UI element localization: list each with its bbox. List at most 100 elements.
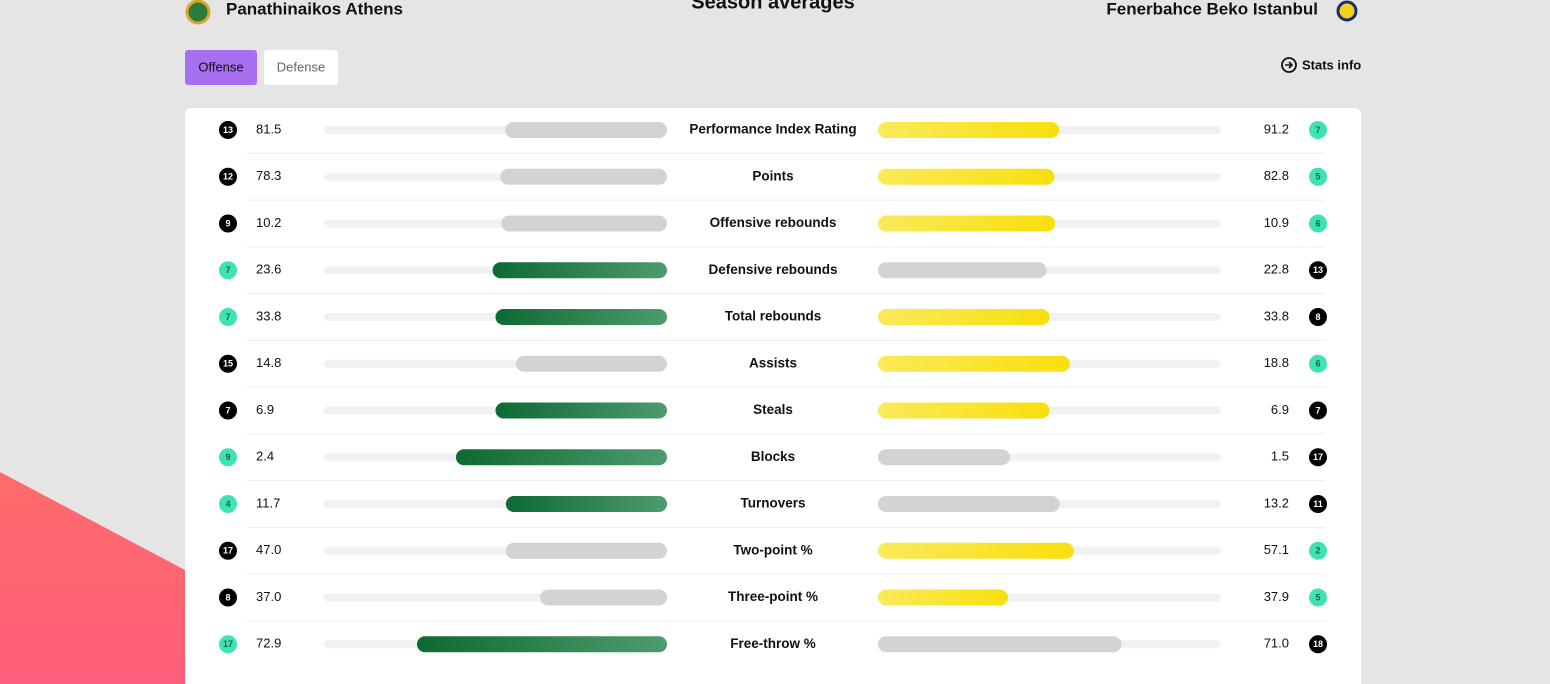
away-value: 13.2 (1264, 495, 1289, 510)
home-value: 23.6 (256, 262, 281, 277)
rank-number: 17 (1313, 452, 1323, 462)
away-bar (878, 542, 1074, 559)
rank-badge (219, 495, 237, 513)
away-bar (878, 355, 1070, 372)
stat-label: Defensive rebounds (708, 262, 837, 277)
rank-badge (219, 261, 237, 280)
info-icon[interactable] (1281, 57, 1297, 73)
away-team: Fenerbahce Beko Istanbul (1106, 0, 1318, 18)
rank-number: 7 (225, 265, 230, 275)
rank-badge (219, 354, 237, 373)
stat-label: Blocks (751, 449, 795, 464)
home-bar (505, 542, 667, 559)
rank-number: 7 (1315, 405, 1320, 415)
home-value: 47.0 (256, 542, 281, 557)
home-bar (495, 309, 667, 325)
away-value: 1.5 (1271, 449, 1289, 464)
rank-badge (219, 635, 237, 654)
stat-label: Two-point % (733, 542, 812, 557)
section-title: Season averages (691, 0, 854, 13)
home-value: 6.9 (256, 402, 274, 417)
rank-badge (219, 448, 237, 467)
home-logo (185, 0, 211, 25)
stat-label: Assists (749, 355, 797, 370)
rank-number: 4 (225, 499, 230, 509)
stat-label: Performance Index Rating (689, 122, 856, 137)
rank-number: 6 (1315, 359, 1320, 369)
away-value: 57.1 (1264, 542, 1289, 557)
home-value: 37.0 (256, 589, 281, 604)
rank-number: 7 (225, 312, 230, 322)
home-value: 14.8 (256, 355, 281, 370)
rank-badge (219, 167, 237, 186)
rank-badge (1309, 635, 1327, 654)
rank-badge (1309, 354, 1327, 373)
tab-label[interactable]: Defense (277, 59, 325, 74)
away-value: 37.9 (1264, 589, 1289, 604)
decoration (0, 472, 185, 684)
rank-number: 9 (225, 218, 230, 228)
away-bar (878, 215, 1056, 232)
home-value: 78.3 (256, 168, 281, 183)
rank-number: 17 (223, 546, 233, 556)
away-bar (878, 636, 1122, 653)
home-bar (540, 589, 667, 606)
stat-label: Three-point % (728, 589, 818, 604)
stat-label: Total rebounds (725, 309, 822, 324)
rank-badge (219, 541, 237, 560)
away-value: 18.8 (1264, 355, 1289, 370)
rank-badge (1309, 167, 1327, 186)
rank-number: 15 (223, 359, 233, 369)
rank-number: 8 (1315, 312, 1320, 322)
stats-info-link[interactable]: Stats info (1302, 57, 1361, 72)
stats-card (185, 108, 1361, 684)
tab-offense[interactable] (185, 50, 257, 85)
stat-label: Points (752, 168, 793, 183)
away-bar (878, 122, 1060, 138)
rank-number: 5 (1315, 172, 1320, 182)
rank-number: 13 (1313, 265, 1323, 275)
home-value: 10.2 (256, 215, 281, 230)
rank-badge (219, 308, 237, 326)
away-bar (878, 262, 1047, 279)
away-value: 33.8 (1264, 308, 1289, 323)
away-bar (878, 309, 1050, 325)
rank-number: 6 (1315, 218, 1320, 228)
rank-number: 5 (1315, 592, 1320, 602)
away-value: 6.9 (1271, 402, 1289, 417)
home-value: 2.4 (256, 449, 274, 464)
away-value: 22.8 (1264, 262, 1289, 277)
home-bar (515, 355, 667, 372)
away-value: 71.0 (1264, 636, 1289, 651)
rank-number: 18 (1313, 639, 1323, 649)
rank-badge (219, 214, 237, 233)
tab-defense[interactable] (264, 50, 338, 85)
away-value: 10.9 (1264, 215, 1289, 230)
home-bar (455, 449, 667, 466)
away-bar (878, 449, 1010, 466)
away-logo (1336, 0, 1358, 22)
stat-label: Free-throw % (730, 636, 816, 651)
rank-badge (1309, 588, 1327, 607)
home-bar (505, 496, 667, 512)
rank-badge (1309, 121, 1327, 139)
rank-number: 9 (225, 452, 230, 462)
rank-number: 7 (1315, 125, 1320, 135)
home-bar (500, 168, 667, 185)
home-value: 81.5 (256, 121, 281, 136)
home-bar (495, 402, 667, 419)
stat-label: Offensive rebounds (710, 215, 837, 230)
rank-badge (219, 588, 237, 607)
rank-badge (1309, 214, 1327, 233)
rank-badge (1309, 541, 1327, 560)
rank-badge (1309, 448, 1327, 467)
home-bar (501, 215, 667, 232)
home-bar (416, 636, 667, 653)
rank-badge (1309, 308, 1327, 326)
home-value: 33.8 (256, 308, 281, 323)
stat-label: Turnovers (740, 496, 805, 511)
away-value: 82.8 (1264, 168, 1289, 183)
home-team: Panathinaikos Athens (226, 0, 403, 18)
tab-label[interactable]: Offense (198, 59, 243, 74)
